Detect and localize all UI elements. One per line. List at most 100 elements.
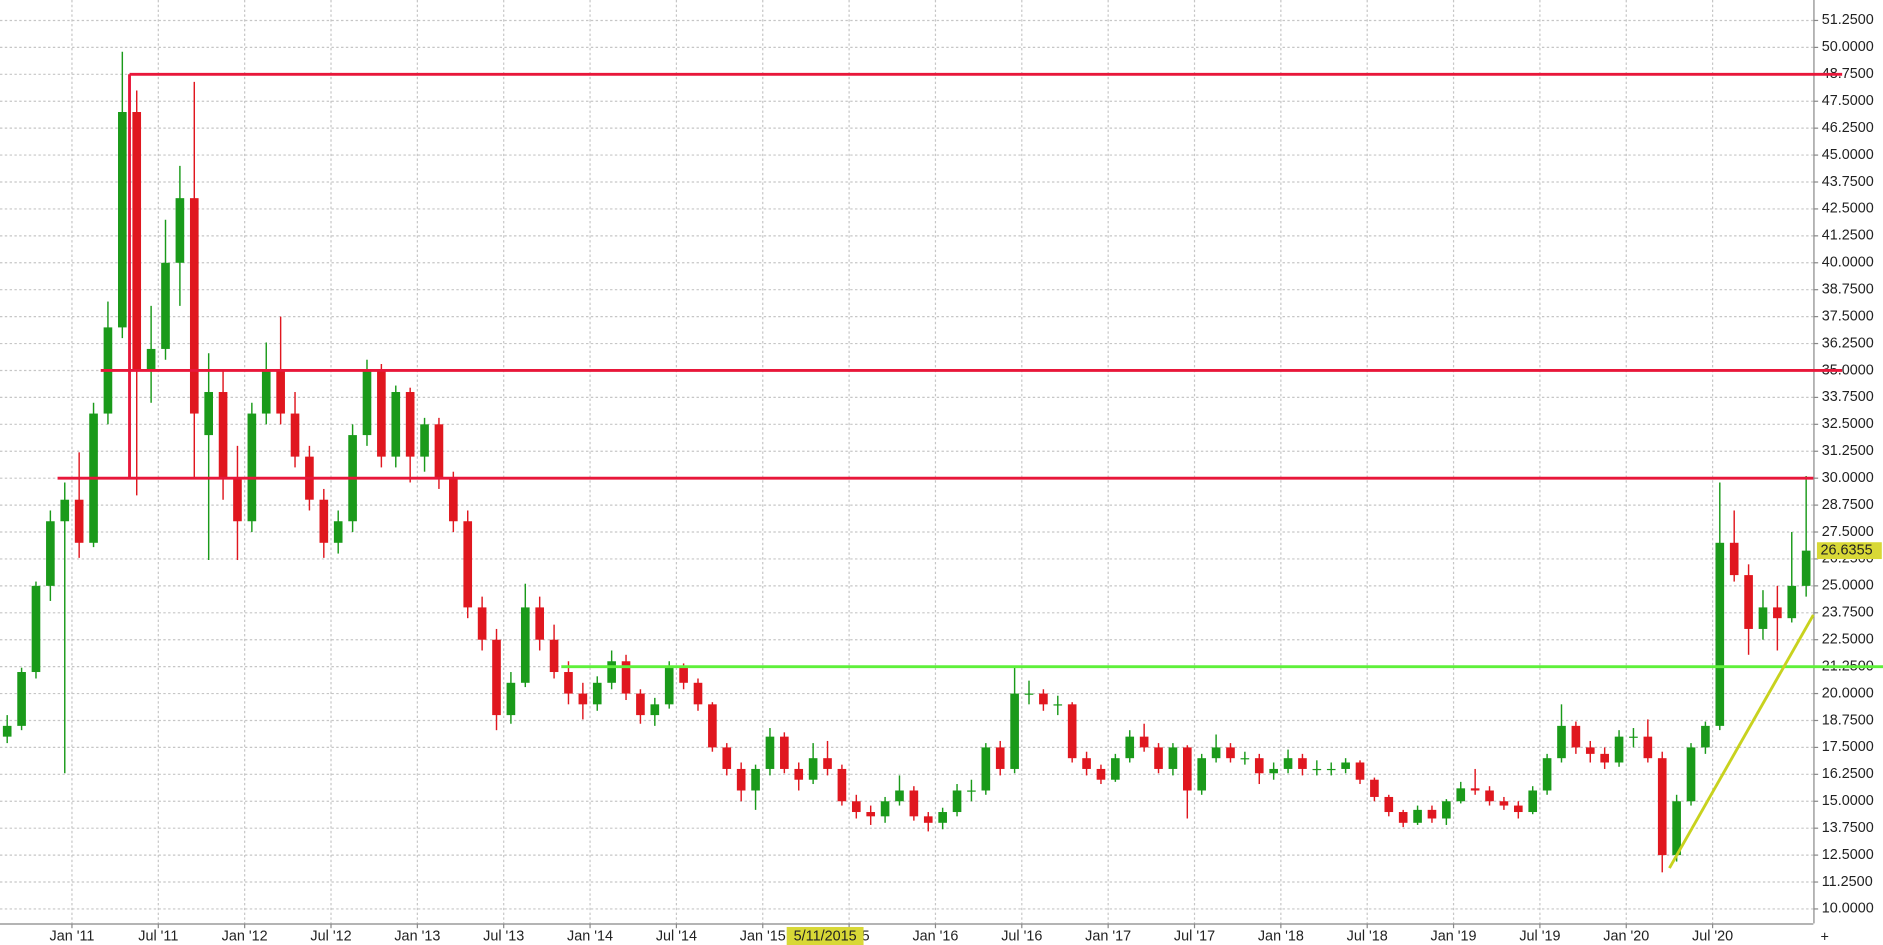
candle-body bbox=[1125, 736, 1135, 759]
x-tick-label: Jan '12 bbox=[222, 928, 268, 944]
x-tick-label: Jul '13 bbox=[483, 928, 524, 944]
y-tick-label: 33.7500 bbox=[1822, 389, 1874, 405]
candle-body bbox=[290, 413, 300, 457]
y-tick-label: 41.2500 bbox=[1822, 228, 1874, 244]
candle-body bbox=[1154, 747, 1163, 769]
candle-body bbox=[851, 801, 861, 813]
candle-body bbox=[1341, 762, 1350, 769]
candle-body bbox=[1111, 758, 1120, 780]
y-tick-label: 38.7500 bbox=[1822, 281, 1874, 297]
candle-body bbox=[578, 693, 588, 705]
candle-body bbox=[693, 682, 703, 705]
candle-body bbox=[1039, 693, 1048, 705]
candle-body bbox=[1571, 725, 1581, 748]
x-tick-label: Jan '14 bbox=[567, 928, 613, 944]
crosshair-label-box bbox=[786, 926, 864, 945]
candle-body bbox=[823, 758, 832, 769]
candle-body bbox=[1024, 693, 1034, 695]
y-tick-label: 13.7500 bbox=[1822, 820, 1874, 836]
y-tick-label: 37.5000 bbox=[1822, 308, 1874, 324]
candle-body bbox=[1298, 758, 1307, 769]
y-tick-label: 22.5000 bbox=[1822, 632, 1874, 648]
last-price-label: 26.6355 bbox=[1821, 542, 1873, 558]
candle-body bbox=[1499, 801, 1509, 806]
candle-body bbox=[952, 790, 962, 813]
candle-body bbox=[650, 704, 660, 716]
candle-body bbox=[751, 768, 760, 791]
candle-body bbox=[1254, 758, 1264, 774]
x-tick-label: Jan '17 bbox=[1085, 928, 1131, 944]
candle-body bbox=[1010, 693, 1019, 769]
candle-body bbox=[1182, 747, 1192, 791]
candle-body bbox=[189, 198, 199, 414]
candle-body bbox=[1370, 779, 1379, 797]
candle-body bbox=[204, 392, 213, 436]
candle-body bbox=[463, 521, 473, 608]
candle-body bbox=[276, 370, 285, 414]
candle-body bbox=[218, 392, 228, 479]
crosshair-label: 5/11/2015 bbox=[794, 928, 857, 944]
drawn-line bbox=[1668, 614, 1815, 869]
y-tick-label: 36.2500 bbox=[1822, 335, 1874, 351]
candle-body bbox=[492, 639, 501, 716]
x-tick-label: Jan '11 bbox=[50, 928, 95, 944]
candle-body bbox=[1355, 762, 1365, 780]
candle-body bbox=[938, 812, 947, 823]
y-tick-label: 11.2500 bbox=[1822, 874, 1873, 890]
candle-body bbox=[1643, 736, 1653, 759]
x-tick-label: Jul '17 bbox=[1174, 928, 1215, 944]
candle-body bbox=[1600, 753, 1609, 763]
x-tick-label: Jul '11 bbox=[138, 928, 178, 944]
candle-body bbox=[1067, 704, 1077, 759]
candle-body bbox=[923, 816, 933, 823]
candle-body bbox=[1139, 736, 1149, 748]
candle-body bbox=[1672, 801, 1681, 856]
candle-body bbox=[1686, 747, 1696, 802]
last-price-box bbox=[1816, 542, 1882, 560]
y-tick-label: 23.7500 bbox=[1822, 605, 1874, 621]
candle-body bbox=[909, 790, 919, 817]
candle-body bbox=[592, 682, 602, 705]
y-tick-label: 27.5000 bbox=[1822, 524, 1874, 540]
candle-body bbox=[1715, 542, 1725, 726]
candle-body bbox=[895, 790, 904, 802]
candle-body bbox=[794, 768, 804, 780]
candle-body bbox=[1744, 575, 1753, 629]
candle-body bbox=[1657, 758, 1667, 856]
candle-body bbox=[118, 112, 127, 328]
candle-body bbox=[664, 665, 674, 705]
candle-body bbox=[132, 112, 142, 371]
candle-body bbox=[420, 424, 429, 457]
candle-body bbox=[1758, 607, 1768, 629]
candle-body bbox=[1413, 809, 1422, 823]
candle-body bbox=[31, 585, 41, 673]
corner-icon: + bbox=[1821, 930, 1829, 945]
candle-body bbox=[866, 812, 876, 817]
candle-body bbox=[1269, 768, 1278, 774]
candle-body bbox=[837, 768, 847, 802]
candle-body bbox=[1082, 758, 1091, 769]
candle-body bbox=[1442, 801, 1451, 819]
y-tick-label: 17.5000 bbox=[1822, 739, 1874, 755]
candle-body bbox=[2, 725, 12, 737]
candle-body bbox=[175, 198, 185, 263]
candle-body bbox=[1456, 788, 1466, 802]
candle-body bbox=[967, 790, 976, 792]
candle-body bbox=[1485, 790, 1494, 802]
y-tick-label: 51.2500 bbox=[1822, 12, 1874, 28]
y-tick-label: 15.0000 bbox=[1822, 793, 1874, 809]
x-tick-label: Jan '19 bbox=[1431, 928, 1477, 944]
candle-body bbox=[765, 736, 775, 769]
candle-body bbox=[74, 499, 84, 543]
candle-body bbox=[1729, 542, 1739, 576]
candle-body bbox=[679, 665, 688, 683]
candle-body bbox=[247, 413, 257, 522]
y-tick-label: 20.0000 bbox=[1822, 685, 1874, 701]
candle-body bbox=[1053, 704, 1063, 706]
x-tick-label: Jan '18 bbox=[1258, 928, 1304, 944]
candle-body bbox=[17, 672, 26, 726]
candle-body bbox=[780, 736, 789, 769]
candle-body bbox=[333, 521, 343, 543]
